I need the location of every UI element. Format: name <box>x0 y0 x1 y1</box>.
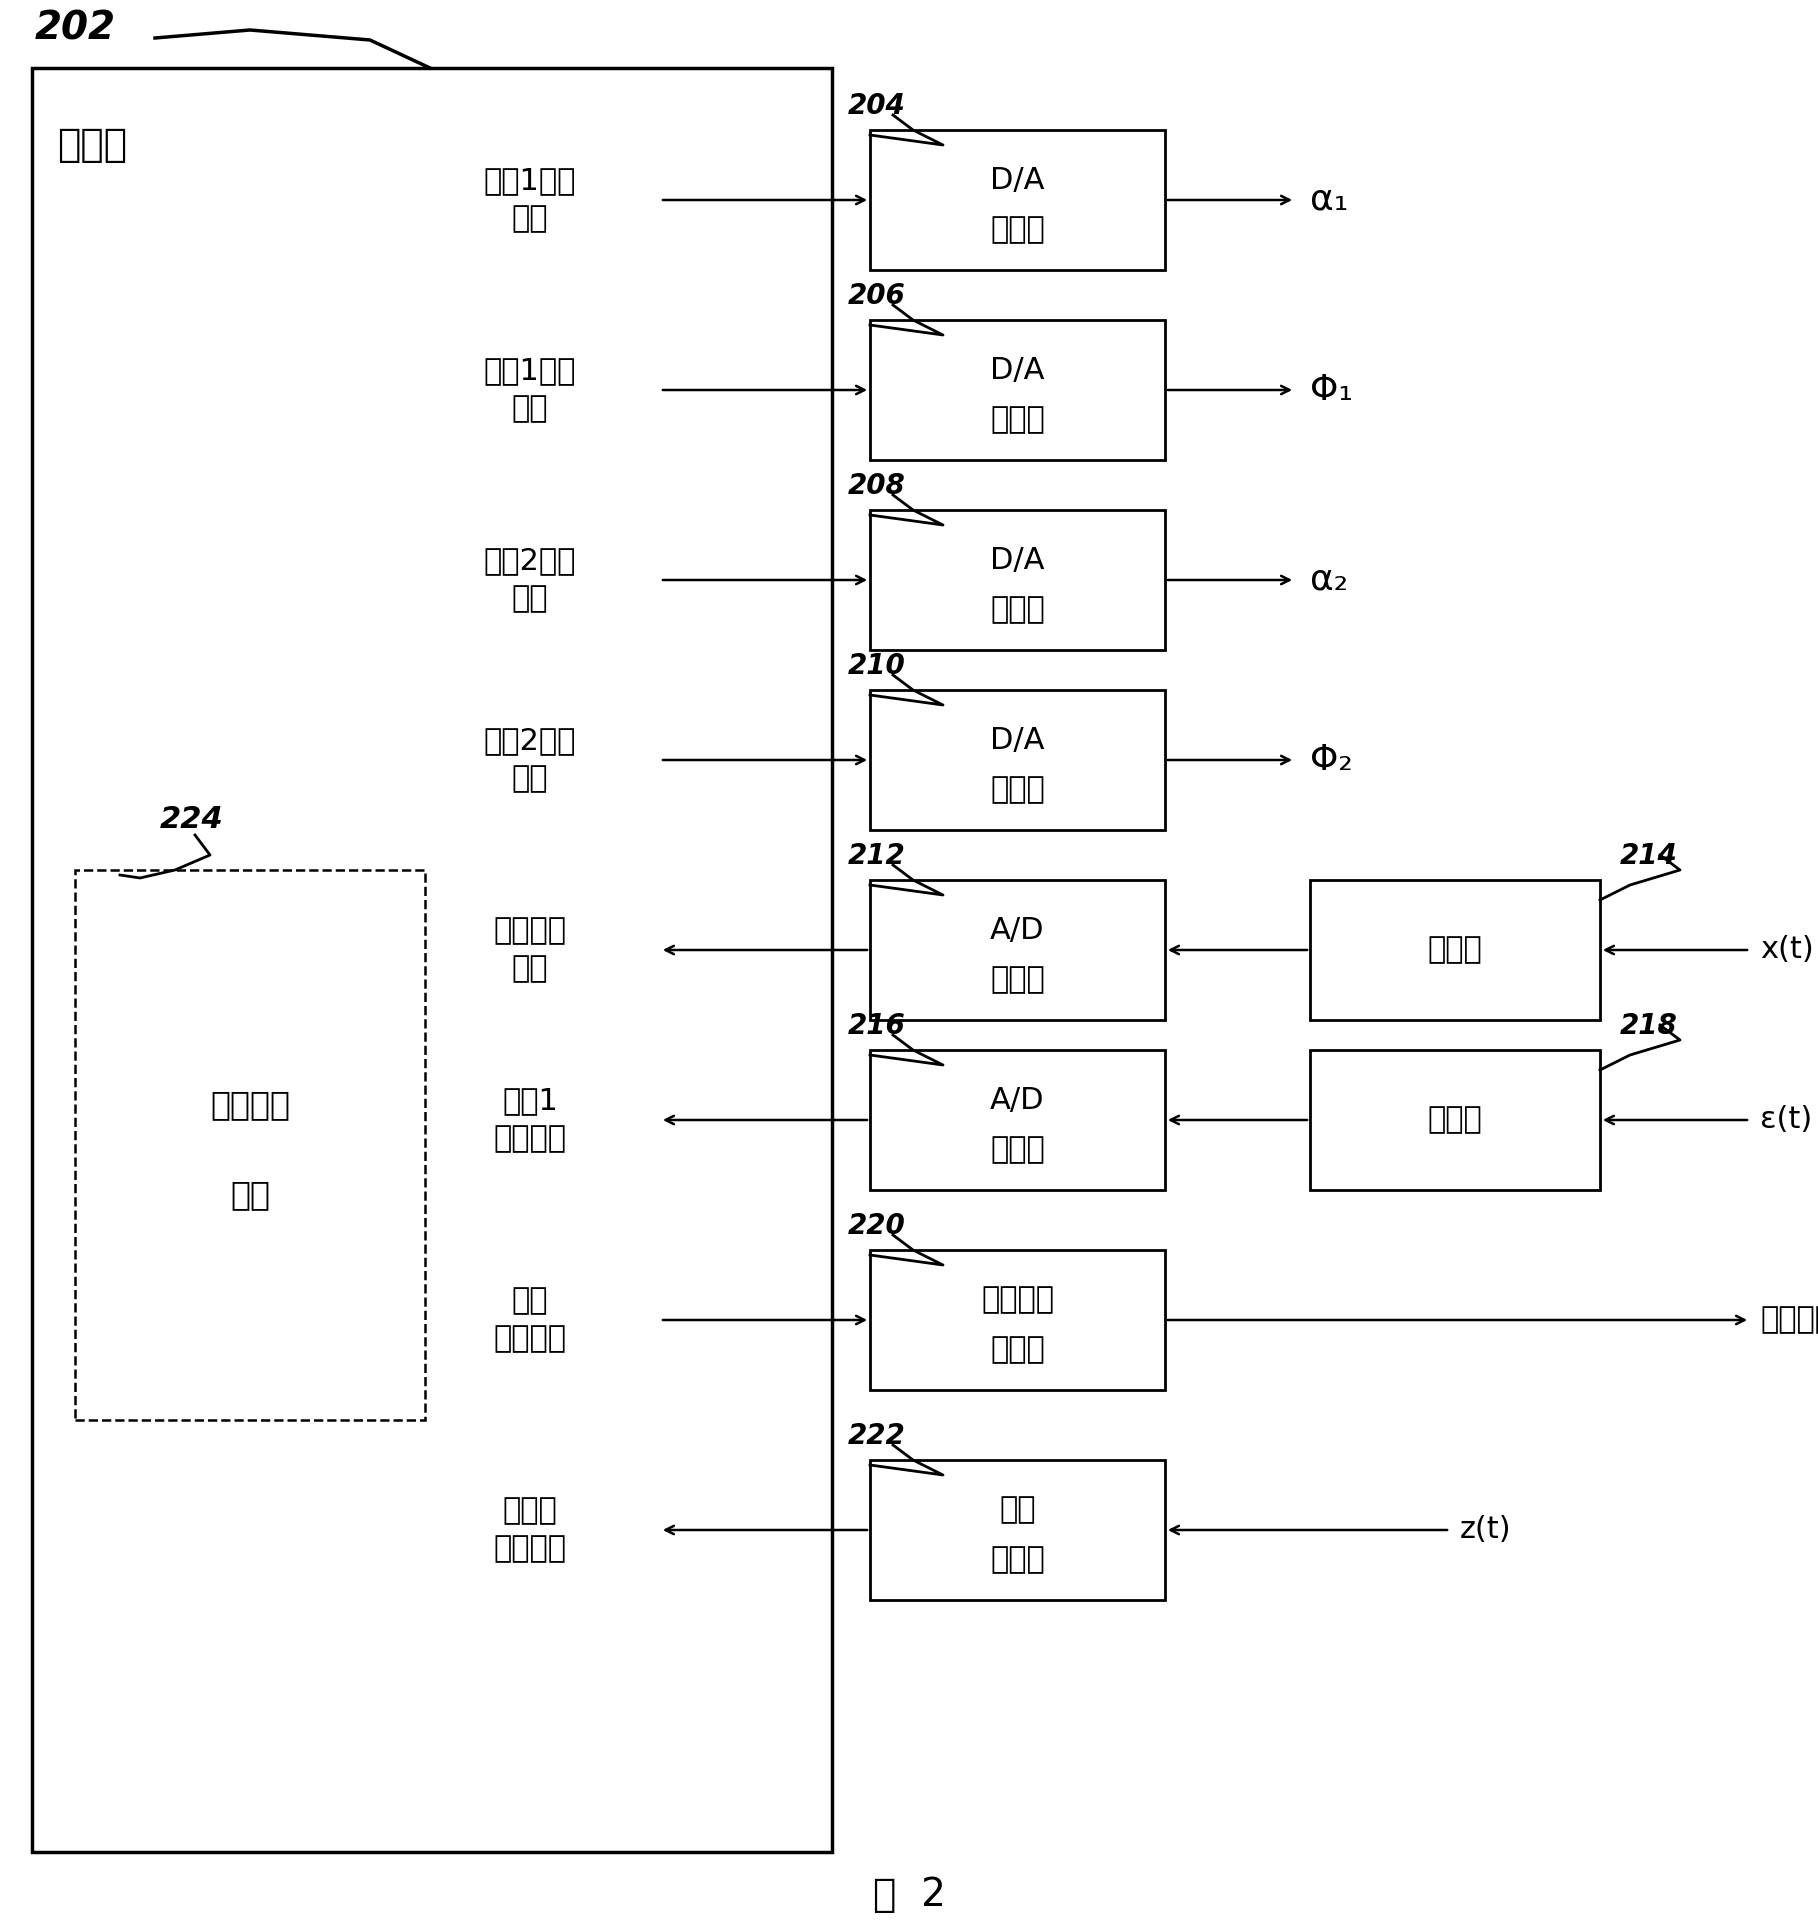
Text: D/A: D/A <box>991 545 1045 574</box>
Text: 回路2增益
调整: 回路2增益 调整 <box>484 547 576 614</box>
Bar <box>871 1461 1165 1600</box>
Bar <box>871 1250 1165 1389</box>
Text: 转换器: 转换器 <box>991 216 1045 245</box>
Text: 接收器: 接收器 <box>991 1546 1045 1575</box>
Text: D/A: D/A <box>991 726 1045 755</box>
Text: 转换器: 转换器 <box>991 1136 1045 1165</box>
Text: 回路1相位
调整: 回路1相位 调整 <box>484 355 576 423</box>
Text: x(t): x(t) <box>1760 935 1814 964</box>
Text: A/D: A/D <box>991 1086 1045 1115</box>
Text: 204: 204 <box>847 93 905 120</box>
Bar <box>871 1049 1165 1190</box>
Text: ε(t): ε(t) <box>1760 1105 1813 1134</box>
Bar <box>871 321 1165 460</box>
Text: 导频信号: 导频信号 <box>982 1285 1054 1314</box>
Text: 转换器: 转换器 <box>991 775 1045 804</box>
Text: Φ₁: Φ₁ <box>1311 373 1353 408</box>
Text: D/A: D/A <box>991 355 1045 384</box>
Text: 转换器: 转换器 <box>991 406 1045 435</box>
Bar <box>75 869 425 1420</box>
Text: 回路1
测试数据: 回路1 测试数据 <box>493 1086 567 1153</box>
Text: 接收的
导频数据: 接收的 导频数据 <box>493 1497 567 1563</box>
Text: 导频
信号数据: 导频 信号数据 <box>493 1287 567 1354</box>
Bar <box>1311 879 1600 1020</box>
Text: 206: 206 <box>847 282 905 309</box>
Text: 转换器: 转换器 <box>991 966 1045 995</box>
Text: 214: 214 <box>1620 842 1678 869</box>
Text: D/A: D/A <box>991 166 1045 195</box>
Text: 210: 210 <box>847 651 905 680</box>
Text: z(t): z(t) <box>1460 1515 1511 1544</box>
Text: 处理器: 处理器 <box>56 126 127 164</box>
Text: A/D: A/D <box>991 916 1045 945</box>
Text: 设定: 设定 <box>231 1179 271 1211</box>
Bar <box>871 690 1165 831</box>
Text: α₁: α₁ <box>1311 184 1349 216</box>
Text: Φ₂: Φ₂ <box>1311 744 1353 777</box>
Text: 输入测试
数据: 输入测试 数据 <box>493 916 567 983</box>
Text: 预先对准: 预先对准 <box>211 1088 291 1121</box>
Text: 224: 224 <box>160 806 224 835</box>
Bar <box>33 68 833 1853</box>
Text: 202: 202 <box>35 10 116 46</box>
Text: 导频: 导频 <box>1000 1495 1036 1524</box>
Text: 212: 212 <box>847 842 905 869</box>
Text: 208: 208 <box>847 471 905 500</box>
Text: 导频信号: 导频信号 <box>1760 1306 1818 1335</box>
Text: 回路2相位
调整: 回路2相位 调整 <box>484 726 576 794</box>
Text: 回路1增益
调整: 回路1增益 调整 <box>484 166 576 234</box>
Text: 220: 220 <box>847 1211 905 1240</box>
Text: 218: 218 <box>1620 1012 1678 1039</box>
Bar <box>871 129 1165 270</box>
Text: 转换器: 转换器 <box>991 595 1045 624</box>
Text: 检测器: 检测器 <box>1427 935 1482 964</box>
Text: α₂: α₂ <box>1311 562 1349 597</box>
Bar <box>871 879 1165 1020</box>
Text: 222: 222 <box>847 1422 905 1451</box>
Text: 检测器: 检测器 <box>1427 1105 1482 1134</box>
Text: 216: 216 <box>847 1012 905 1039</box>
Text: 图  2: 图 2 <box>873 1876 945 1915</box>
Text: 发生器: 发生器 <box>991 1335 1045 1364</box>
Bar <box>1311 1049 1600 1190</box>
Bar <box>871 510 1165 649</box>
